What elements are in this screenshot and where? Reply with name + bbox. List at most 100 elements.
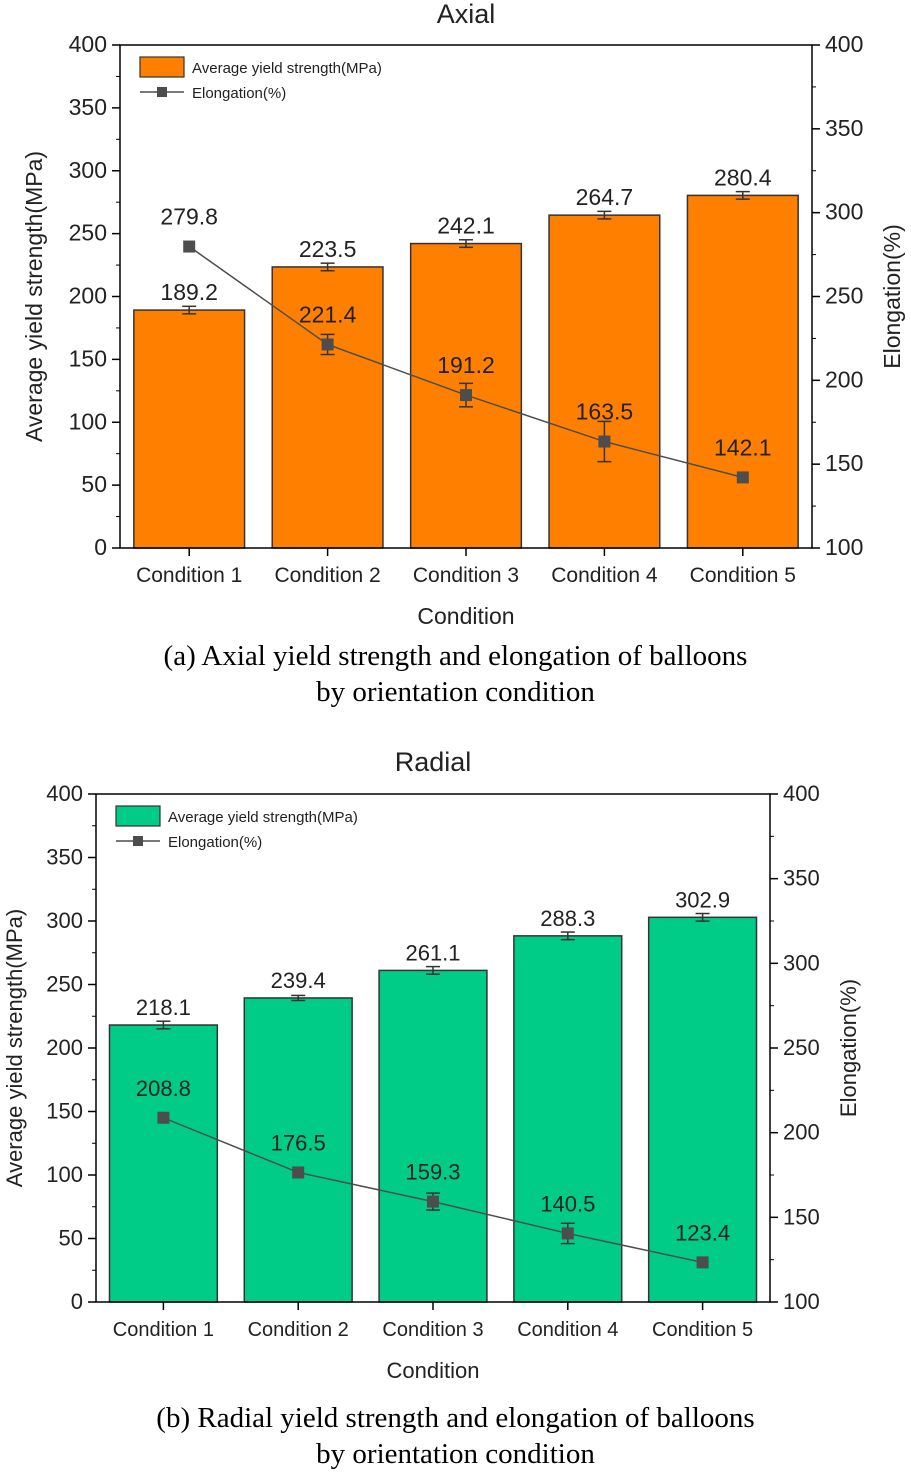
chart-title: Axial [437, 0, 496, 29]
bar-value-label-4: 264.7 [576, 184, 634, 210]
right-axis-tick-label-3: 250 [783, 1035, 820, 1060]
left-axis-tick-label-3: 150 [69, 345, 107, 371]
x-axis-tick-label-4: Condition 4 [551, 564, 658, 587]
left-axis-title: Average yield strength(MPa) [21, 151, 47, 442]
caption-radial: (b) Radial yield strength and elongation… [0, 1400, 911, 1472]
right-axis-tick-label-2: 200 [825, 366, 863, 392]
legend-bar-label: Average yield strength(MPa) [168, 809, 358, 826]
elongation-value-label-1: 208.8 [136, 1076, 191, 1101]
left-axis-tick-label-8: 400 [69, 31, 107, 57]
elongation-marker-4 [598, 436, 610, 448]
x-axis-tick-label-5: Condition 5 [690, 564, 796, 587]
elongation-value-label-4: 140.5 [540, 1191, 595, 1216]
bar-value-label-4: 288.3 [540, 906, 595, 931]
elongation-value-label-3: 159.3 [405, 1160, 460, 1185]
left-axis-tick-label-6: 300 [46, 908, 83, 933]
left-axis-tick-label-1: 50 [81, 471, 107, 497]
bar-1 [134, 310, 245, 548]
elongation-marker-1 [157, 1112, 169, 1124]
bar-value-label-2: 239.4 [271, 968, 326, 993]
legend-line-marker [157, 87, 167, 97]
bar-3 [379, 970, 487, 1302]
left-axis-tick-label-0: 0 [94, 534, 107, 560]
right-axis-tick-label-4: 300 [825, 199, 863, 225]
legend-bar-swatch [140, 57, 184, 77]
elongation-marker-1 [183, 241, 195, 253]
bar-value-label-2: 223.5 [299, 236, 357, 262]
radial-chart: Radial 218.1 239.4 261.1 288.3 302.9 208.8 176.… [0, 745, 911, 1385]
elongation-marker-3 [460, 389, 472, 401]
left-axis-tick-label-4: 200 [46, 1035, 83, 1060]
axial-chart: Axial 189.2 223.5 242.1 264.7 280.4 279.8 221.4… [0, 0, 911, 630]
bar-value-label-5: 280.4 [714, 164, 772, 190]
left-axis-tick-label-7: 350 [69, 94, 107, 120]
elongation-value-label-4: 163.5 [576, 399, 634, 425]
right-axis-tick-label-5: 350 [825, 115, 863, 141]
elongation-value-label-2: 176.5 [271, 1130, 326, 1155]
caption-radial-line-1: (b) Radial yield strength and elongation… [0, 1400, 911, 1436]
x-axis-title: Condition [417, 603, 514, 629]
elongation-marker-3 [427, 1196, 439, 1208]
chart-title: Radial [395, 747, 472, 777]
elongation-marker-5 [737, 471, 749, 483]
left-axis-tick-label-4: 200 [69, 283, 107, 309]
bar-value-label-3: 261.1 [405, 940, 460, 965]
left-axis-tick-label-5: 250 [46, 972, 83, 997]
caption-axial: (a) Axial yield strength and elongation … [0, 638, 911, 710]
elongation-marker-2 [292, 1166, 304, 1178]
left-axis-tick-label-8: 400 [46, 781, 83, 806]
bar-value-label-1: 189.2 [160, 279, 218, 305]
legend-bar-label: Average yield strength(MPa) [192, 60, 382, 77]
bar-value-label-1: 218.1 [136, 995, 191, 1020]
bar-4 [549, 215, 660, 548]
legend-line-label: Elongation(%) [192, 85, 286, 102]
bar-value-label-3: 242.1 [437, 213, 495, 239]
elongation-value-label-5: 123.4 [675, 1220, 730, 1245]
right-axis-tick-label-6: 400 [825, 31, 863, 57]
left-axis-tick-label-6: 300 [69, 157, 107, 183]
bar-4 [514, 936, 622, 1302]
left-axis-tick-label-2: 100 [46, 1162, 83, 1187]
caption-axial-line-2: by orientation condition [0, 674, 911, 710]
left-axis-tick-label-0: 0 [71, 1289, 83, 1314]
left-axis-tick-label-2: 100 [69, 408, 107, 434]
right-axis-tick-label-0: 100 [825, 534, 863, 560]
left-axis-tick-label-5: 250 [69, 220, 107, 246]
bar-value-label-5: 302.9 [675, 887, 730, 912]
caption-axial-line-1: (a) Axial yield strength and elongation … [0, 638, 911, 674]
x-axis-tick-label-1: Condition 1 [113, 1319, 214, 1341]
right-axis-tick-label-0: 100 [783, 1289, 820, 1314]
legend-line-label: Elongation(%) [168, 834, 262, 851]
elongation-value-label-5: 142.1 [714, 434, 772, 460]
elongation-marker-4 [562, 1227, 574, 1239]
elongation-value-label-3: 191.2 [437, 352, 495, 378]
x-axis-tick-label-4: Condition 4 [517, 1319, 618, 1341]
right-axis-tick-label-5: 350 [783, 866, 820, 891]
x-axis-tick-label-3: Condition 3 [382, 1319, 483, 1341]
x-axis-tick-label-2: Condition 2 [274, 564, 380, 587]
elongation-value-label-2: 221.4 [299, 301, 357, 327]
right-axis-tick-label-1: 150 [825, 450, 863, 476]
x-axis-tick-label-3: Condition 3 [413, 564, 519, 587]
left-axis-title: Average yield strength(MPa) [2, 909, 27, 1187]
x-axis-tick-label-1: Condition 1 [136, 564, 242, 587]
elongation-marker-2 [322, 338, 334, 350]
left-axis-tick-label-1: 50 [59, 1226, 83, 1251]
left-axis-tick-label-3: 150 [46, 1099, 83, 1124]
bar-5 [687, 195, 798, 548]
left-axis-tick-label-7: 350 [46, 845, 83, 870]
x-axis-tick-label-5: Condition 5 [652, 1319, 753, 1341]
x-axis-title: Condition [387, 1358, 480, 1383]
caption-radial-line-2: by orientation condition [0, 1436, 911, 1472]
right-axis-tick-label-4: 300 [783, 950, 820, 975]
elongation-marker-5 [697, 1256, 709, 1268]
right-axis-title: Elongation(%) [836, 979, 861, 1117]
bar-1 [109, 1025, 217, 1302]
right-axis-tick-label-3: 250 [825, 283, 863, 309]
legend-bar-swatch [116, 806, 160, 826]
x-axis-tick-label-2: Condition 2 [248, 1319, 349, 1341]
right-axis-tick-label-1: 150 [783, 1204, 820, 1229]
right-axis-tick-label-2: 200 [783, 1120, 820, 1145]
elongation-value-label-1: 279.8 [160, 204, 218, 230]
legend-line-marker [133, 836, 143, 846]
